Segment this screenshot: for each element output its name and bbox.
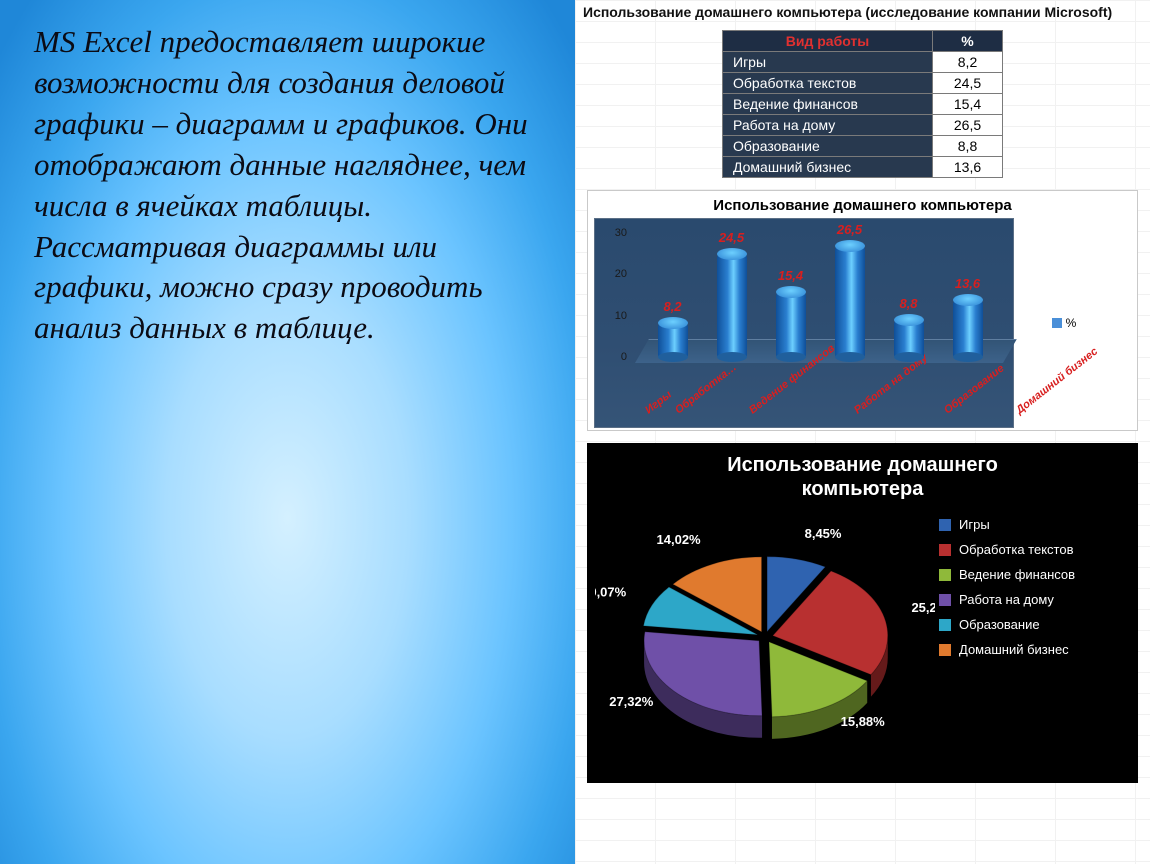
bar-cap-top <box>953 294 983 306</box>
bar-chart-x-labels: ИгрыОбработка…Ведение финансовРабота на … <box>643 365 997 427</box>
table-cell-value: 13,6 <box>933 157 1003 178</box>
slide-body-text: MS Excel предоставляет широкие возможнос… <box>34 22 547 349</box>
pie-legend-label: Домашний бизнес <box>959 642 1069 657</box>
table-cell-value: 26,5 <box>933 115 1003 136</box>
bar-chart-legend-label: % <box>1066 316 1077 330</box>
bar-cap-bottom <box>894 352 924 362</box>
legend-swatch-icon <box>939 544 951 556</box>
legend-swatch-icon <box>939 644 951 656</box>
table-cell-category: Ведение финансов <box>723 94 933 115</box>
table-header-pct: % <box>933 31 1003 52</box>
table-row: Ведение финансов15,4 <box>723 94 1003 115</box>
pie-chart-legend: Игры Обработка текстов Ведение финансов Раб… <box>935 507 1130 757</box>
bar-cap-bottom <box>953 352 983 362</box>
x-tick-label: Обработка… <box>673 361 744 423</box>
table-cell-category: Образование <box>723 136 933 157</box>
pie-legend-item: Игры <box>939 517 1130 532</box>
bar-cap-bottom <box>835 352 865 362</box>
bar-cap-bottom <box>776 352 806 362</box>
pie-slice-label: 9,07% <box>595 585 627 600</box>
bar-cap-top <box>776 286 806 298</box>
bar-cap-top <box>835 240 865 252</box>
pie-legend-item: Обработка текстов <box>939 542 1130 557</box>
pie-title-line1: Использование домашнего <box>727 454 998 476</box>
pie-legend-label: Игры <box>959 517 990 532</box>
pie-slice-label: 14,02% <box>657 532 702 547</box>
bar-chart: Использование домашнего компьютера 30 20 1… <box>587 190 1138 431</box>
excel-screenshot-panel: Использование домашнего компьютера (иссл… <box>575 0 1150 864</box>
pie-legend-item: Работа на дому <box>939 592 1130 607</box>
table-cell-value: 8,8 <box>933 136 1003 157</box>
table-header-kind: Вид работы <box>723 31 933 52</box>
y-tick-label: 0 <box>595 351 627 363</box>
pie-legend-label: Образование <box>959 617 1040 632</box>
pie-slice-label: 25,26% <box>911 600 935 615</box>
table-cell-category: Работа на дому <box>723 115 933 136</box>
pie-legend-item: Образование <box>939 617 1130 632</box>
bar-chart-y-axis: 30 20 10 0 <box>595 227 631 363</box>
bar-cap-bottom <box>717 352 747 362</box>
table-cell-value: 15,4 <box>933 94 1003 115</box>
table-cell-value: 24,5 <box>933 73 1003 94</box>
y-tick-label: 20 <box>595 268 627 280</box>
pie-title-line2: компьютера <box>802 478 924 500</box>
bar-data-label: 26,5 <box>837 222 862 237</box>
table-row: Игры8,2 <box>723 52 1003 73</box>
bar-chart-bars: 8,2 24,5 15,4 26,5 8,8 13,6 <box>643 231 997 357</box>
x-tick-label: Образование <box>942 362 1011 422</box>
bar-cap-top <box>717 248 747 260</box>
bar-chart-title: Использование домашнего компьютера <box>594 197 1131 214</box>
sheet-title: Использование домашнего компьютера (иссл… <box>575 0 1150 26</box>
bar-cap-bottom <box>658 352 688 362</box>
bar-data-label: 8,8 <box>899 296 917 311</box>
table-row: Домашний бизнес13,6 <box>723 157 1003 178</box>
bar-data-label: 15,4 <box>778 268 803 283</box>
legend-swatch-icon <box>939 569 951 581</box>
pie-legend-item: Домашний бизнес <box>939 642 1130 657</box>
pie-legend-label: Обработка текстов <box>959 542 1074 557</box>
pie-slice-label: 27,32% <box>609 694 654 709</box>
table-cell-category: Обработка текстов <box>723 73 933 94</box>
pie-legend-label: Ведение финансов <box>959 567 1075 582</box>
legend-swatch-icon <box>1052 318 1062 328</box>
bar-cylinder: 24,5 <box>717 254 747 357</box>
slide-text-panel: MS Excel предоставляет широкие возможнос… <box>0 0 575 864</box>
pie-legend-item: Ведение финансов <box>939 567 1130 582</box>
pie-legend-label: Работа на дому <box>959 592 1054 607</box>
bar-data-label: 13,6 <box>955 276 980 291</box>
bar-cylinder: 13,6 <box>953 300 983 357</box>
bar-chart-plot-area: 30 20 10 0 8,2 24,5 15,4 26,5 8,8 13,6 Игры… <box>594 218 1014 428</box>
y-tick-label: 30 <box>595 227 627 239</box>
table-row: Обработка текстов24,5 <box>723 73 1003 94</box>
data-table: Вид работы % Игры8,2Обработка текстов24,… <box>722 30 1003 178</box>
bar-cylinder: 8,8 <box>894 320 924 357</box>
y-tick-label: 10 <box>595 310 627 322</box>
table-cell-category: Домашний бизнес <box>723 157 933 178</box>
legend-swatch-icon <box>939 594 951 606</box>
table-cell-value: 8,2 <box>933 52 1003 73</box>
bar-data-label: 8,2 <box>663 299 681 314</box>
table-row: Работа на дому26,5 <box>723 115 1003 136</box>
pie-slice-label: 8,45% <box>805 526 842 541</box>
pie-chart: Использование домашнего компьютера 8,45%… <box>587 443 1138 783</box>
bar-cylinder: 15,4 <box>776 292 806 357</box>
table-row: Образование8,8 <box>723 136 1003 157</box>
bar-cap-top <box>658 317 688 329</box>
pie-chart-plot-area: 8,45% 25,26% 15,88% 27,32% 9,07% 14,02% <box>595 507 935 757</box>
table-cell-category: Игры <box>723 52 933 73</box>
pie-slice <box>644 632 762 716</box>
pie-chart-title: Использование домашнего компьютера <box>595 453 1130 501</box>
bar-cap-top <box>894 314 924 326</box>
legend-swatch-icon <box>939 519 951 531</box>
bar-cylinder: 26,5 <box>835 246 865 357</box>
bar-cylinder: 8,2 <box>658 323 688 357</box>
bar-data-label: 24,5 <box>719 230 744 245</box>
pie-slice-label: 15,88% <box>841 714 886 729</box>
legend-swatch-icon <box>939 619 951 631</box>
